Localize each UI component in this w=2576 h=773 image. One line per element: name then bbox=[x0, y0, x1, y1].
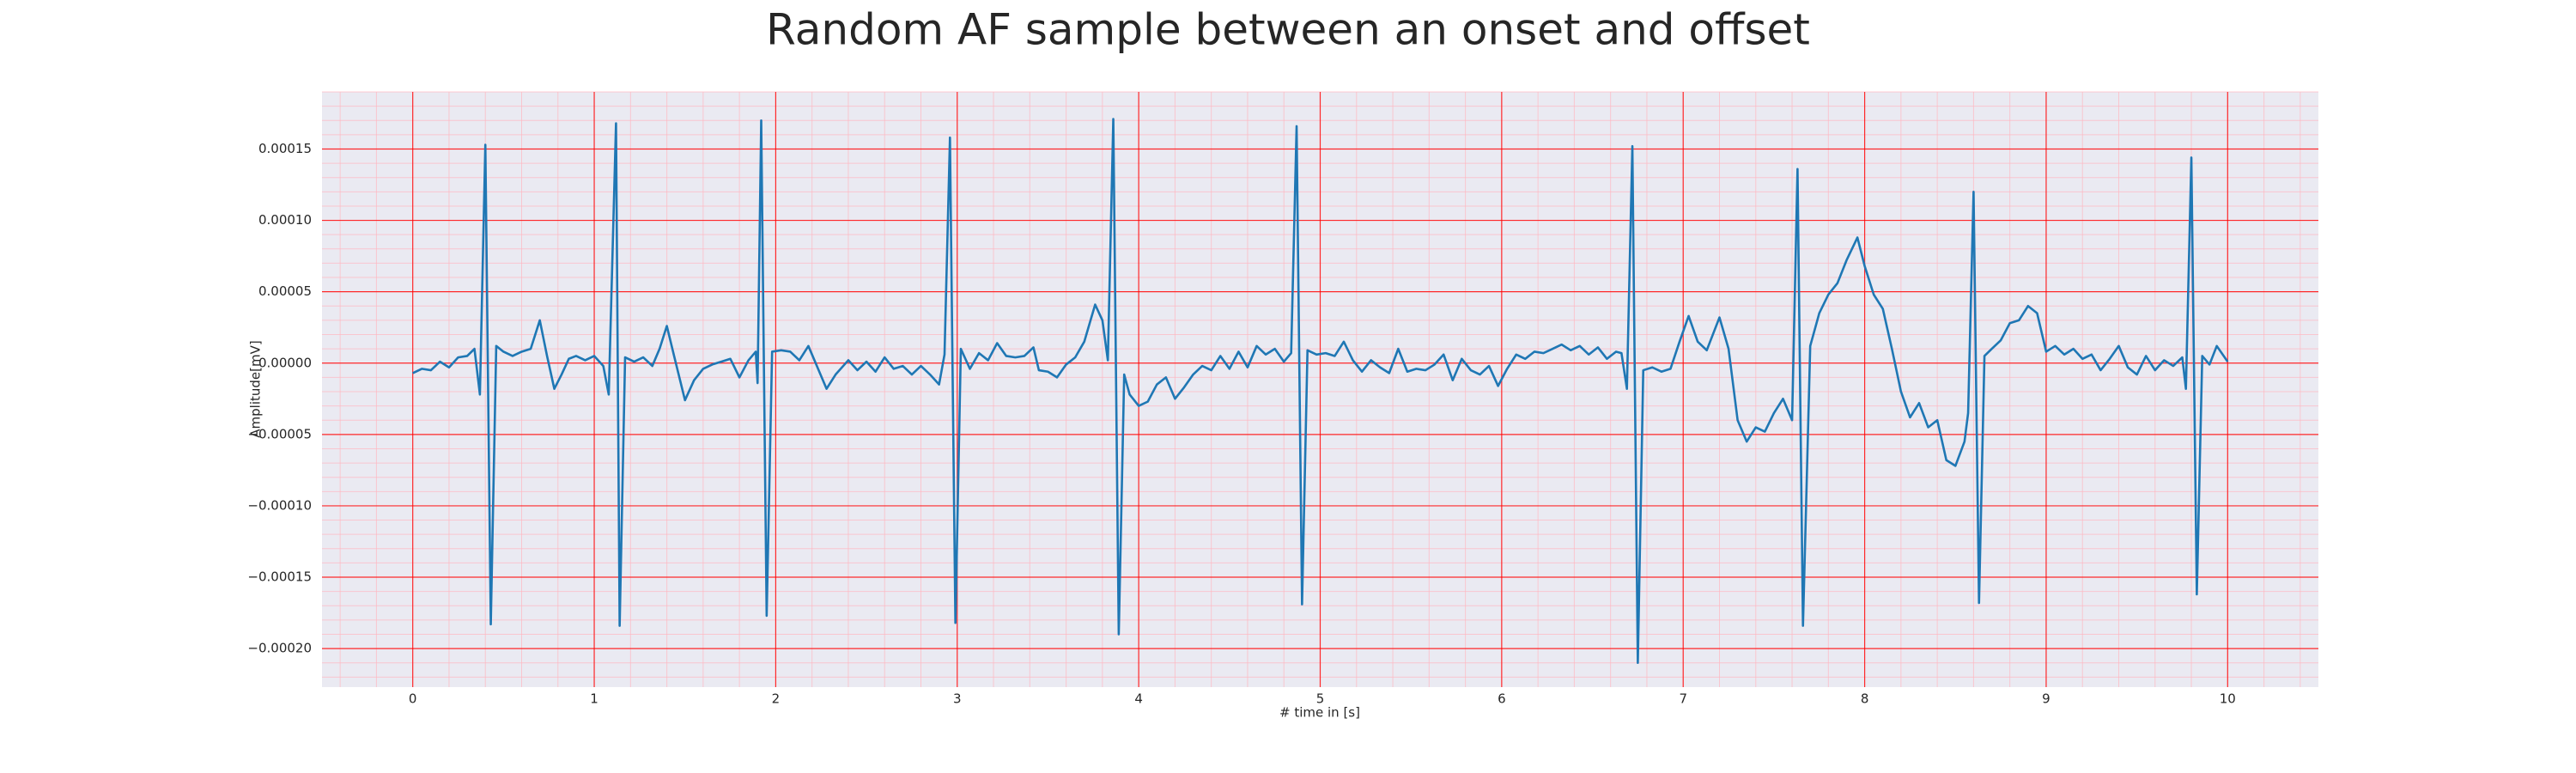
x-tick-label: 10 bbox=[2220, 691, 2236, 707]
x-tick-label: 0 bbox=[409, 691, 417, 707]
x-tick-label: 7 bbox=[1679, 691, 1687, 707]
y-tick-label: −0.00015 bbox=[247, 569, 312, 585]
x-tick-label: 2 bbox=[772, 691, 781, 707]
y-tick-label: 0.00010 bbox=[258, 212, 312, 228]
y-tick-label: 0.00000 bbox=[258, 355, 312, 370]
x-tick-label: 1 bbox=[590, 691, 598, 707]
x-tick-label: 3 bbox=[953, 691, 962, 707]
x-tick-label: 5 bbox=[1316, 691, 1325, 707]
x-tick-label: 9 bbox=[2042, 691, 2050, 707]
y-tick-label: −0.00010 bbox=[247, 497, 312, 513]
y-tick-label: 0.00015 bbox=[258, 141, 312, 156]
chart-title: Random AF sample between an onset and of… bbox=[766, 5, 1810, 55]
x-tick-label: 6 bbox=[1498, 691, 1506, 707]
y-tick-label: −0.00005 bbox=[247, 426, 312, 441]
y-tick-label: −0.00020 bbox=[247, 641, 312, 656]
y-tick-label: 0.00005 bbox=[258, 283, 312, 299]
signal-line bbox=[412, 118, 2229, 665]
y-axis-label: Amplitude[mV] bbox=[248, 340, 264, 437]
x-axis-label: # time in [s] bbox=[1279, 705, 1360, 721]
x-tick-label: 8 bbox=[1861, 691, 1869, 707]
x-tick-label: 4 bbox=[1134, 691, 1143, 707]
